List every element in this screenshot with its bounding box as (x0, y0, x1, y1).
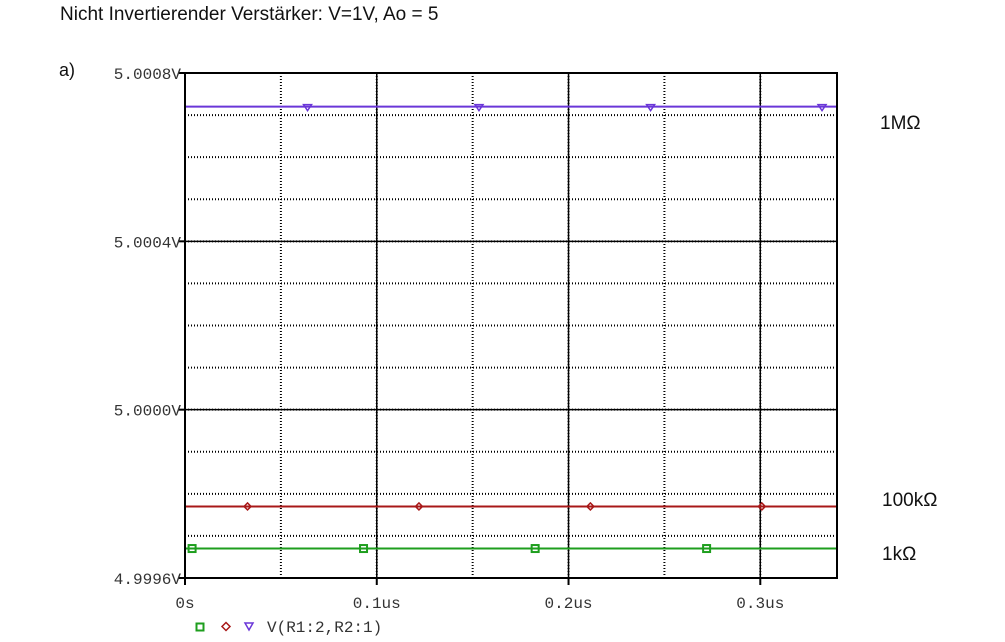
data-point (359, 544, 369, 554)
legend-trace-label: V(R1:2,R2:1) (267, 619, 382, 637)
plot-frame (184, 72, 838, 579)
x-tick-label: 0s (175, 595, 194, 613)
series-layer (185, 103, 837, 554)
data-point (414, 501, 424, 512)
legend-diamond-marker (220, 621, 232, 632)
y-tick-label: 4.9996V (114, 571, 182, 589)
data-point (757, 501, 767, 512)
legend-square-marker (195, 622, 205, 632)
data-point (473, 103, 485, 113)
x-tick-label: 0.2us (545, 595, 593, 613)
x-axis-ticks: 0s 0.1us 0.2us 0.3us (175, 578, 784, 613)
panel-label: a) (59, 60, 76, 80)
x-tick-label: 0.1us (353, 595, 401, 613)
y-tick-label: 5.0000V (114, 403, 182, 421)
grid (184, 72, 837, 579)
data-point (187, 544, 197, 554)
annotation-100k: 100kΩ (882, 490, 938, 511)
data-point (585, 501, 595, 512)
data-point (645, 103, 657, 113)
data-point (816, 103, 828, 113)
plot-border (184, 72, 838, 579)
y-axis-ticks: 4.9996V 5.0000V 5.0004V 5.0008V (114, 66, 185, 589)
annotation-1k: 1kΩ (882, 544, 917, 565)
y-tick-label: 5.0004V (114, 234, 182, 252)
x-tick-label: 0.3us (736, 595, 784, 613)
data-point (302, 103, 313, 113)
legend: V(R1:2,R2:1) (195, 619, 382, 637)
y-tick-label: 5.0008V (114, 66, 182, 84)
page-title: Nicht Invertierender Verstärker: V=1V, A… (60, 4, 439, 25)
annotation-1meg: 1MΩ (880, 113, 921, 134)
legend-triangle-marker (243, 622, 255, 632)
data-point (702, 544, 712, 554)
data-point (242, 501, 253, 512)
data-point (530, 544, 540, 554)
